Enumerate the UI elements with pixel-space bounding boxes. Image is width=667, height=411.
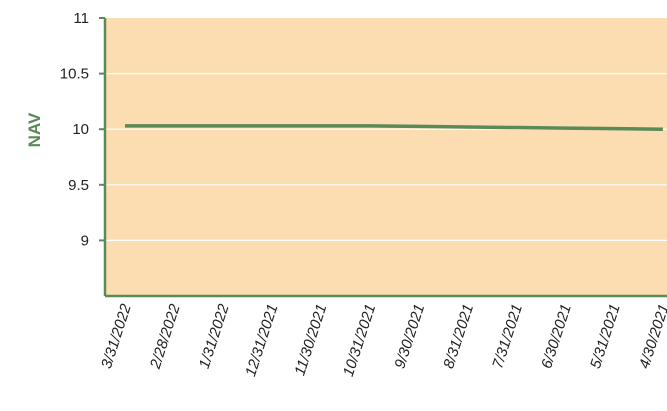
x-tick-label: 9/30/2021	[391, 302, 428, 371]
y-tick-label: 9.5	[68, 177, 89, 194]
x-tick-labels: 3/31/2022 2/28/2022 1/31/2022 12/31/2021 11/…	[98, 301, 667, 378]
x-tick-label: 8/31/2021	[440, 302, 477, 371]
x-tick-label: 12/31/2021	[242, 302, 281, 379]
x-tick-label: 2/28/2022	[147, 301, 184, 371]
x-tick-label: 10/31/2021	[340, 302, 379, 379]
x-tick-label: 7/31/2021	[489, 302, 526, 371]
y-tick-label: 11	[73, 10, 89, 27]
nav-series-line	[125, 124, 663, 131]
series-lines	[125, 124, 663, 131]
x-tick-label: 5/31/2021	[587, 302, 624, 371]
x-tick-label: 3/31/2022	[98, 301, 135, 370]
y-tick-label: 10	[72, 121, 89, 138]
x-tick-label: 6/30/2021	[538, 302, 575, 371]
y-tick-labels: 9 9.5 10 10.5 11	[60, 10, 89, 249]
x-tick-label: 1/31/2022	[196, 301, 233, 370]
y-tick-label: 10.5	[60, 66, 89, 83]
axes	[103, 18, 667, 298]
x-tick-label: 4/30/2021	[636, 302, 667, 371]
plot-background	[105, 18, 667, 296]
x-tick-label: 11/30/2021	[291, 302, 330, 378]
gridlines	[99, 17, 667, 242]
y-axis-label: NAV	[25, 112, 44, 147]
y-tick-label: 9	[81, 232, 89, 249]
